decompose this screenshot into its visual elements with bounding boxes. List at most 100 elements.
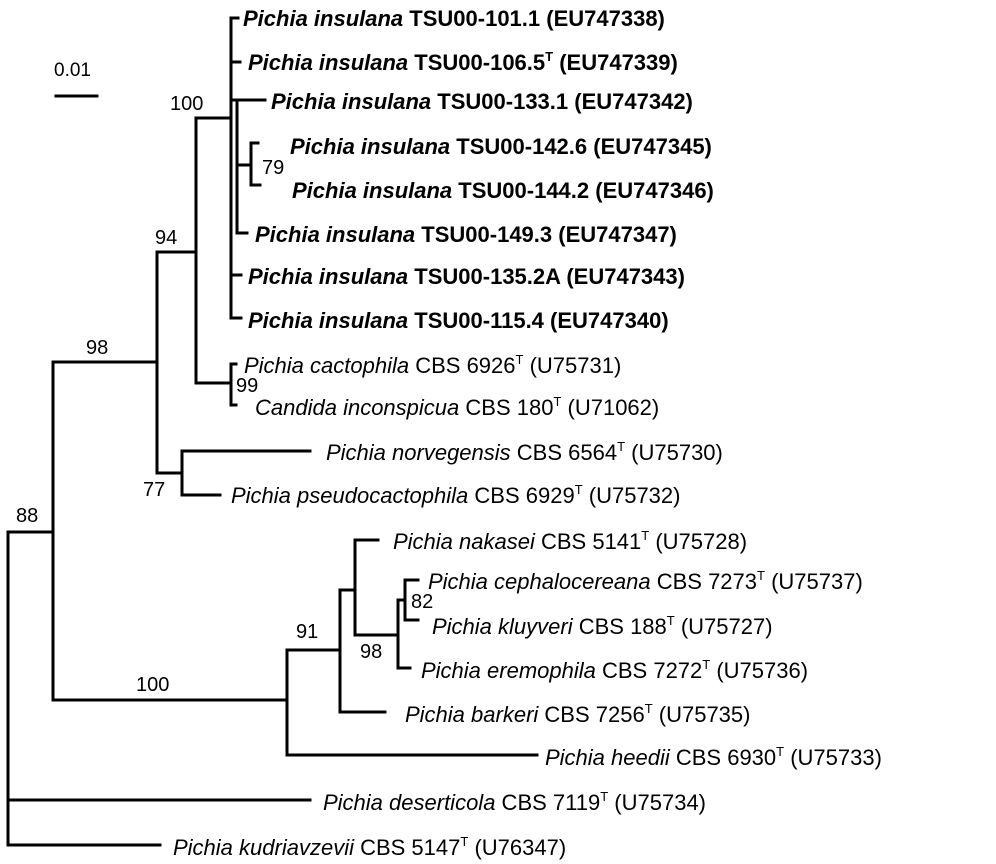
species-name: Pichia cactophila xyxy=(244,353,409,378)
strain-id: TSU00-106.5 xyxy=(408,50,545,75)
accession-number: (U75734) xyxy=(608,790,706,815)
taxon-label: Pichia insulana TSU00-142.6 (EU747345) xyxy=(290,134,712,159)
strain-id: CBS 7272 xyxy=(596,658,702,683)
bootstrap-value: 98 xyxy=(360,641,382,663)
bootstrap-value: 100 xyxy=(170,93,203,115)
species-name: Pichia kudriavzevii xyxy=(173,835,355,860)
species-name: Pichia insulana xyxy=(255,222,415,247)
strain-id: TSU00-135.2A xyxy=(408,264,561,289)
taxon-labels: Pichia insulana TSU00-101.1 (EU747338) P… xyxy=(173,6,882,860)
taxon-label: Pichia heedii CBS 6930T (U75733) xyxy=(545,744,882,770)
accession-number: (U75736) xyxy=(710,658,808,683)
taxon-label: Pichia norvegensis CBS 6564T (U75730) xyxy=(326,439,723,465)
strain-id: CBS 7273 xyxy=(651,569,757,594)
strain-id: CBS 5147 xyxy=(354,835,460,860)
strain-id: TSU00-149.3 xyxy=(415,222,552,247)
taxon-label: Pichia kluyveri CBS 188T (U75727) xyxy=(432,613,773,639)
bootstrap-value: 94 xyxy=(155,227,177,249)
bootstrap-value: 77 xyxy=(143,479,165,501)
accession-number: (U75728) xyxy=(649,529,747,554)
taxon-label: Pichia insulana TSU00-106.5T (EU747339) xyxy=(248,49,678,75)
species-name: Pichia norvegensis xyxy=(326,440,511,465)
species-name: Pichia heedii xyxy=(545,745,671,770)
taxon-label: Pichia insulana TSU00-133.1 (EU747342) xyxy=(271,89,693,114)
strain-id: CBS 180 xyxy=(459,395,553,420)
type-strain-mark: T xyxy=(617,439,625,454)
strain-id: TSU00-133.1 xyxy=(431,89,568,114)
taxon-label: Pichia cephalocereana CBS 7273T (U75737) xyxy=(428,568,863,594)
strain-id: CBS 6929 xyxy=(468,483,574,508)
accession-number: (EU747342) xyxy=(568,89,693,114)
type-strain-mark: T xyxy=(702,657,710,672)
accession-number: (EU747339) xyxy=(553,50,678,75)
strain-id: CBS 6926 xyxy=(409,353,515,378)
strain-id: CBS 6930 xyxy=(670,745,776,770)
scale-bar: 0.01 xyxy=(54,60,99,98)
taxon-label: Candida inconspicua CBS 180T (U71062) xyxy=(255,394,659,420)
bootstrap-value: 91 xyxy=(296,621,318,643)
strain-id: CBS 7119 xyxy=(495,790,600,815)
species-name: Pichia insulana xyxy=(248,50,408,75)
type-strain-mark: T xyxy=(776,744,784,759)
type-strain-mark: T xyxy=(600,789,608,804)
species-name: Pichia kluyveri xyxy=(432,614,574,639)
accession-number: (U75727) xyxy=(675,614,773,639)
strain-id: CBS 7256 xyxy=(538,702,644,727)
tree-branches xyxy=(6,16,539,847)
taxon-label: Pichia insulana TSU00-144.2 (EU747346) xyxy=(292,178,714,203)
taxon-label: Pichia pseudocactophila CBS 6929T (U7573… xyxy=(231,482,680,508)
accession-number: (U75733) xyxy=(784,745,882,770)
bootstrap-value: 98 xyxy=(86,337,108,359)
species-name: Pichia cephalocereana xyxy=(428,569,651,594)
type-strain-mark: T xyxy=(575,482,583,497)
species-name: Pichia deserticola xyxy=(323,790,495,815)
bootstrap-value: 99 xyxy=(236,375,258,397)
accession-number: (EU747340) xyxy=(544,308,669,333)
species-name: Pichia barkeri xyxy=(405,702,539,727)
type-strain-mark: T xyxy=(667,613,675,628)
accession-number: (EU747343) xyxy=(560,264,685,289)
bootstrap-value: 88 xyxy=(16,505,38,527)
species-name: Pichia insulana xyxy=(292,178,452,203)
accession-number: (U75737) xyxy=(765,569,863,594)
taxon-label: Pichia cactophila CBS 6926T (U75731) xyxy=(244,352,621,378)
strain-id: TSU00-115.4 xyxy=(408,308,545,333)
type-strain-mark: T xyxy=(553,394,561,409)
accession-number: (EU747345) xyxy=(587,134,712,159)
accession-number: (U75731) xyxy=(523,353,621,378)
type-strain-mark: T xyxy=(641,528,649,543)
species-name: Pichia eremophila xyxy=(421,658,596,683)
accession-number: (EU747347) xyxy=(552,222,677,247)
strain-id: TSU00-142.6 xyxy=(450,134,587,159)
strain-id: CBS 188 xyxy=(573,614,667,639)
taxon-label: Pichia kudriavzevii CBS 5147T (U76347) xyxy=(173,834,566,860)
accession-number: (EU747346) xyxy=(589,178,714,203)
accession-number: (U75732) xyxy=(583,483,681,508)
type-strain-mark: T xyxy=(516,352,524,367)
species-name: Pichia insulana xyxy=(243,6,403,31)
taxon-label: Pichia barkeri CBS 7256T (U75735) xyxy=(405,701,750,727)
strain-id: TSU00-144.2 xyxy=(452,178,589,203)
species-name: Pichia nakasei xyxy=(393,529,536,554)
type-strain-mark: T xyxy=(645,701,653,716)
taxon-label: Pichia insulana TSU00-135.2A (EU747343) xyxy=(248,264,685,289)
taxon-label: Pichia insulana TSU00-101.1 (EU747338) xyxy=(243,6,665,31)
bootstrap-value: 79 xyxy=(262,157,284,179)
type-strain-mark: T xyxy=(757,568,765,583)
bootstrap-value: 100 xyxy=(136,674,169,696)
strain-id: CBS 5141 xyxy=(535,529,641,554)
type-strain-mark: T xyxy=(460,834,468,849)
accession-number: (U75735) xyxy=(653,702,751,727)
bootstrap-value: 82 xyxy=(411,591,433,613)
species-name: Candida inconspicua xyxy=(255,395,459,420)
taxon-label: Pichia insulana TSU00-149.3 (EU747347) xyxy=(255,222,677,247)
type-strain-mark: T xyxy=(545,49,553,64)
taxon-label: Pichia eremophila CBS 7272T (U75736) xyxy=(421,657,808,683)
species-name: Pichia insulana xyxy=(248,264,408,289)
taxon-label: Pichia insulana TSU00-115.4 (EU747340) xyxy=(248,308,669,333)
accession-number: (U71062) xyxy=(561,395,659,420)
taxon-label: Pichia nakasei CBS 5141T (U75728) xyxy=(393,528,747,554)
strain-id: TSU00-101.1 xyxy=(403,6,540,31)
species-name: Pichia insulana xyxy=(290,134,450,159)
species-name: Pichia insulana xyxy=(271,89,431,114)
